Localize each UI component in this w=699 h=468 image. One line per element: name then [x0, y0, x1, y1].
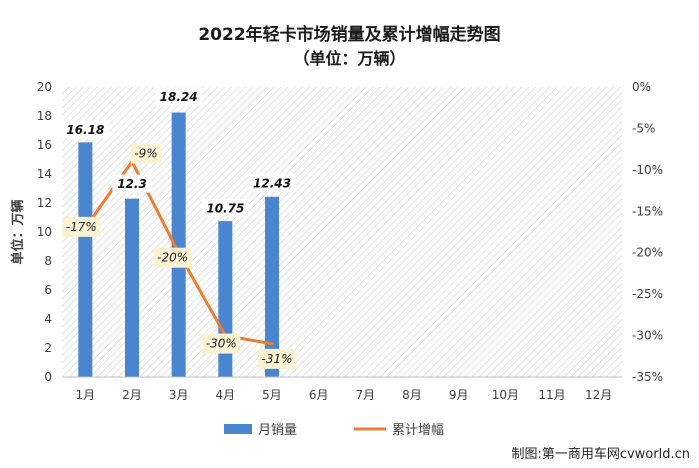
legend-item-bar: 月销量	[258, 423, 297, 438]
y-right-tick-label: 0%	[632, 80, 651, 94]
line-data-label: -30%	[206, 337, 237, 351]
bar-data-label-box	[248, 173, 296, 192]
chart-title: 2022年轻卡市场销量及累计增幅走势图	[198, 24, 500, 45]
bar-data-label: 18.24	[160, 90, 198, 104]
x-tick-label: 5月	[262, 388, 282, 402]
y-left-tick-label: 6	[44, 283, 52, 297]
bar-data-label-box	[112, 174, 152, 193]
line-data-label: -31%	[261, 352, 292, 366]
bar	[125, 198, 139, 377]
legend-bar-swatch	[224, 424, 252, 434]
bar-data-label: 16.18	[66, 123, 104, 137]
y-left-tick-label: 8	[44, 254, 52, 268]
x-tick-label: 7月	[356, 388, 376, 402]
line-data-label-box	[202, 333, 241, 354]
y-left-tick-label: 14	[37, 167, 52, 181]
y-right-tick-label: -35%	[632, 370, 663, 384]
x-tick-label: 8月	[402, 388, 422, 402]
y-left-tick-label: 18	[37, 109, 52, 123]
y-left-tick-label: 10	[37, 225, 52, 239]
y-right-tick-label: -20%	[632, 246, 663, 260]
line-data-label-box	[258, 348, 296, 369]
line-data-label: -9%	[134, 147, 157, 161]
x-tick-label: 6月	[309, 388, 329, 402]
bar-data-labels: 16.18 12.3 18.24 10.75 12.43	[61, 87, 296, 218]
chart-subtitle: （单位：万辆）	[293, 49, 405, 68]
legend: 月销量 累计增幅	[224, 423, 444, 438]
bar-data-label: 12.43	[253, 176, 291, 190]
y-left-tick-label: 16	[37, 138, 52, 152]
x-tick-label: 12月	[585, 388, 612, 402]
line-point	[270, 342, 274, 346]
y-left-tick-label: 20	[37, 80, 52, 94]
y-left-tick-label: 4	[44, 312, 52, 326]
line-data-label-box	[153, 247, 192, 268]
y-axis-label: 单位：万辆	[10, 199, 26, 264]
line-data-label-box	[62, 216, 101, 237]
y-left-tick-labels: 0 2 4 6 8 10 12 14 16 18 20	[37, 80, 52, 384]
y-right-tick-label: -10%	[632, 163, 663, 177]
bar-data-label-box	[201, 199, 249, 218]
x-tick-label: 3月	[169, 388, 189, 402]
line-data-label: -17%	[66, 220, 97, 234]
bar-data-label-box	[155, 87, 203, 106]
line-data-label: -20%	[157, 251, 188, 265]
y-left-tick-label: 12	[37, 196, 52, 210]
bar	[218, 221, 233, 377]
y-right-tick-label: -30%	[632, 329, 663, 343]
x-tick-label: 2月	[122, 388, 142, 402]
x-tick-label: 1月	[76, 388, 96, 402]
bar-data-label: 10.75	[206, 202, 244, 216]
bar-data-label-box	[61, 120, 109, 139]
y-right-tick-label: -5%	[632, 121, 655, 135]
y-left-tick-label: 0	[44, 370, 52, 384]
y-right-tick-label: -25%	[632, 287, 663, 301]
x-tick-label: 11月	[538, 388, 565, 402]
x-tick-label: 9月	[449, 388, 469, 402]
plot-area	[62, 87, 622, 377]
x-tick-label: 4月	[216, 388, 236, 402]
x-tick-labels: 1月 2月 3月 4月 5月 6月 7月 8月 9月 10月 11月 12月	[76, 388, 613, 402]
bar	[265, 196, 279, 377]
bar	[171, 112, 186, 378]
credit-text: 制图:第一商用车网cvworld.cn	[511, 446, 690, 462]
y-right-tick-labels: -35% -30% -25% -20% -15% -10% -5% 0%	[632, 80, 663, 384]
line-data-labels: -17% -9% -20% -30% -31%	[62, 143, 296, 369]
x-tick-label: 10月	[492, 388, 519, 402]
bar-data-label: 12.3	[117, 177, 147, 191]
line-data-label-box	[130, 143, 162, 164]
bar	[78, 142, 93, 377]
legend-item-line: 累计增幅	[392, 423, 444, 438]
y-right-tick-label: -15%	[632, 204, 663, 218]
y-left-tick-label: 2	[44, 341, 52, 355]
